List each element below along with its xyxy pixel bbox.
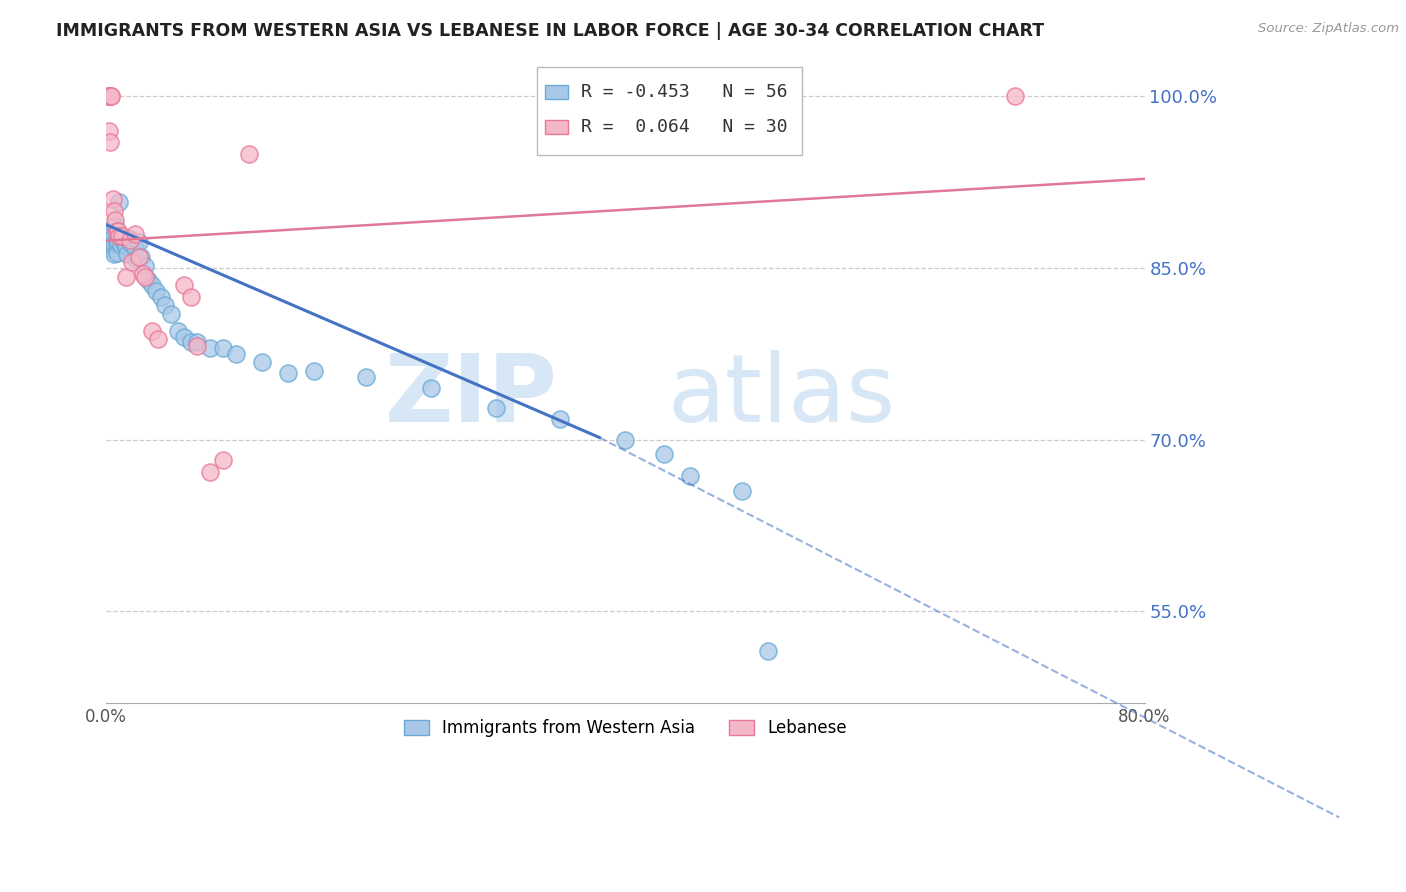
FancyBboxPatch shape: [537, 67, 801, 155]
Point: [250, 355, 273, 369]
FancyBboxPatch shape: [546, 85, 568, 99]
Text: R = -0.453   N = 56: R = -0.453 N = 56: [581, 83, 787, 101]
Point: [97, 233, 120, 247]
Point: [105, 246, 128, 260]
Point: [100, 89, 122, 103]
Point: [212, 341, 235, 355]
Point: [97, 124, 120, 138]
Point: [180, 290, 202, 304]
Point: [124, 240, 146, 254]
Point: [97, 89, 120, 103]
Text: atlas: atlas: [666, 351, 896, 442]
Point: [118, 233, 141, 247]
Point: [100, 229, 122, 244]
Point: [614, 433, 637, 447]
Point: [107, 235, 129, 249]
Text: Source: ZipAtlas.com: Source: ZipAtlas.com: [1258, 22, 1399, 36]
Point: [136, 272, 159, 286]
Point: [110, 229, 132, 244]
Text: IMMIGRANTS FROM WESTERN ASIA VS LEBANESE IN LABOR FORCE | AGE 30-34 CORRELATION : IMMIGRANTS FROM WESTERN ASIA VS LEBANESE…: [56, 22, 1045, 40]
Point: [111, 231, 134, 245]
Text: R =  0.064   N = 30: R = 0.064 N = 30: [581, 118, 787, 136]
Point: [354, 369, 377, 384]
Text: ZIP: ZIP: [385, 351, 558, 442]
Point: [128, 250, 150, 264]
Point: [100, 89, 122, 103]
Point: [98, 240, 121, 254]
Point: [121, 233, 143, 247]
Point: [97, 238, 120, 252]
Point: [105, 235, 128, 250]
Point: [96, 89, 118, 103]
Point: [186, 339, 208, 353]
Point: [1004, 89, 1026, 103]
Point: [101, 193, 124, 207]
Point: [277, 367, 299, 381]
Point: [103, 247, 125, 261]
Point: [652, 446, 675, 460]
Point: [98, 135, 121, 149]
Point: [160, 307, 183, 321]
Point: [124, 227, 146, 241]
Point: [104, 213, 127, 227]
Point: [115, 247, 138, 261]
Point: [121, 255, 143, 269]
Point: [419, 381, 441, 395]
Point: [129, 250, 152, 264]
Point: [731, 484, 754, 499]
Point: [111, 229, 134, 244]
Point: [550, 412, 572, 426]
Point: [103, 203, 125, 218]
Point: [98, 89, 121, 103]
Point: [105, 225, 128, 239]
Point: [198, 465, 221, 479]
Point: [166, 324, 188, 338]
Point: [134, 259, 156, 273]
Point: [146, 332, 169, 346]
Point: [145, 284, 167, 298]
Point: [108, 194, 131, 209]
Point: [128, 235, 150, 249]
Point: [149, 290, 172, 304]
Legend: Immigrants from Western Asia, Lebanese: Immigrants from Western Asia, Lebanese: [398, 712, 853, 744]
Point: [112, 233, 135, 247]
FancyBboxPatch shape: [546, 120, 568, 134]
Point: [198, 341, 221, 355]
Point: [112, 235, 135, 250]
Point: [118, 235, 141, 250]
Point: [180, 335, 202, 350]
Point: [131, 267, 153, 281]
Point: [225, 347, 247, 361]
Point: [302, 364, 325, 378]
Point: [101, 238, 124, 252]
Point: [114, 239, 136, 253]
Point: [107, 225, 129, 239]
Point: [125, 252, 148, 266]
Point: [173, 278, 195, 293]
Point: [238, 146, 260, 161]
Point: [134, 270, 156, 285]
Point: [110, 238, 132, 252]
Point: [186, 335, 208, 350]
Point: [153, 298, 176, 312]
Point: [108, 229, 131, 244]
Point: [173, 330, 195, 344]
Point: [212, 453, 235, 467]
Point: [756, 644, 779, 658]
Point: [679, 469, 702, 483]
Point: [100, 235, 122, 250]
Point: [117, 231, 139, 245]
Point: [141, 278, 163, 293]
Point: [101, 231, 124, 245]
Point: [484, 401, 506, 415]
Point: [103, 235, 125, 250]
Point: [98, 233, 121, 247]
Point: [114, 270, 136, 285]
Point: [96, 227, 118, 241]
Point: [104, 218, 127, 232]
Point: [141, 324, 163, 338]
